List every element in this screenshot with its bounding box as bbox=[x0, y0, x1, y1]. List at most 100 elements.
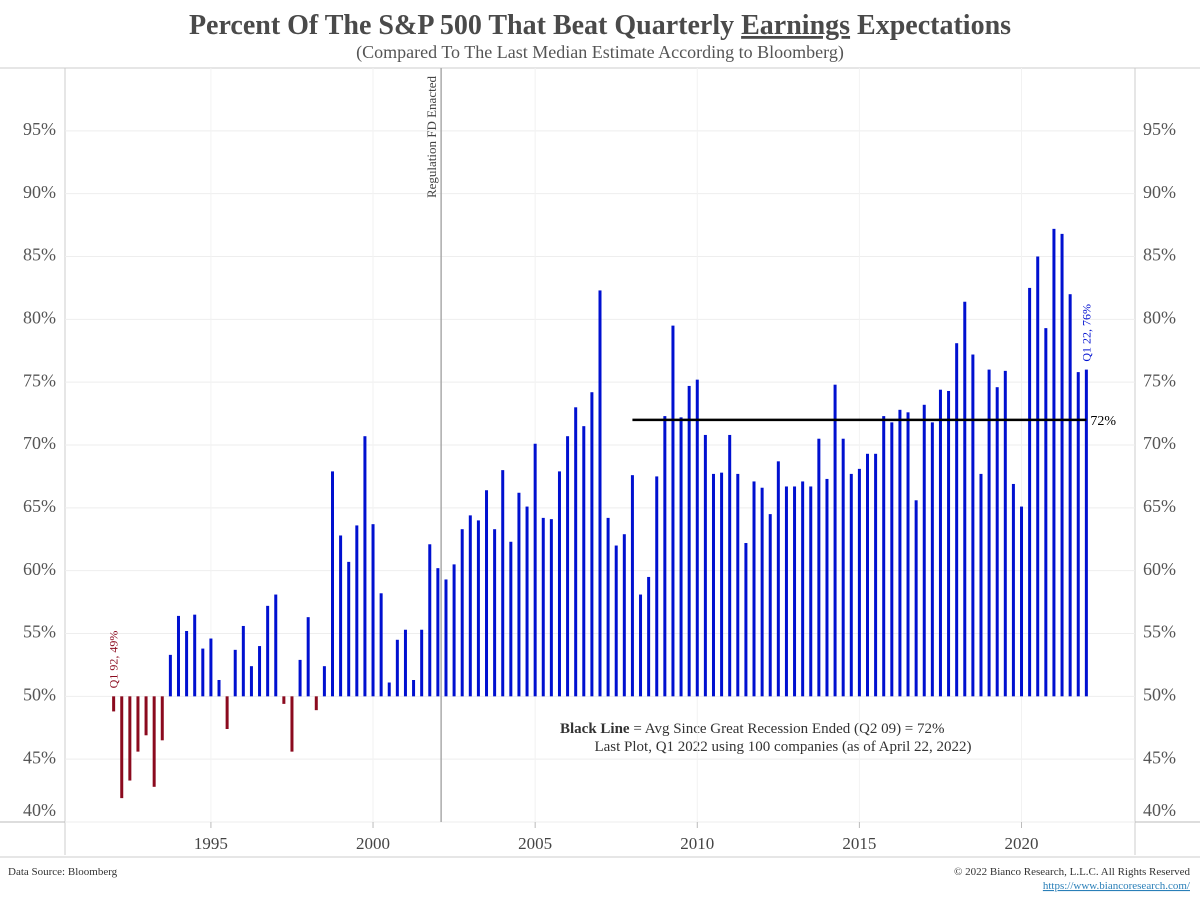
bar bbox=[849, 473, 853, 697]
bar bbox=[249, 666, 253, 697]
bar bbox=[452, 564, 456, 697]
bar bbox=[736, 473, 740, 697]
title-part: Percent Of The S&P 500 That Beat Quarter… bbox=[189, 10, 734, 41]
bar bbox=[112, 696, 116, 712]
bar bbox=[793, 486, 797, 697]
bar bbox=[663, 416, 667, 697]
bar bbox=[833, 384, 837, 697]
bar bbox=[1020, 506, 1024, 697]
bar bbox=[720, 472, 724, 697]
bar bbox=[493, 529, 497, 697]
event-label: Regulation FD Enacted bbox=[424, 76, 439, 199]
bar bbox=[306, 617, 310, 697]
bar bbox=[266, 605, 270, 697]
y2-tick-label: 60% bbox=[1143, 559, 1176, 579]
bar bbox=[566, 436, 570, 697]
y-tick-label: 55% bbox=[23, 622, 56, 642]
subtitle: (Compared To The Last Median Estimate Ac… bbox=[356, 42, 844, 63]
bar bbox=[776, 461, 780, 697]
y2-tick-label: 50% bbox=[1143, 684, 1176, 704]
bar bbox=[622, 534, 626, 697]
bar bbox=[614, 545, 618, 697]
bar bbox=[841, 438, 845, 697]
bar bbox=[987, 369, 991, 697]
bar bbox=[744, 543, 748, 697]
bar bbox=[168, 654, 172, 697]
bar bbox=[1084, 369, 1088, 697]
bar bbox=[711, 473, 715, 697]
bar bbox=[979, 473, 983, 697]
y-tick-label: 80% bbox=[23, 307, 56, 327]
bar bbox=[679, 417, 683, 697]
y2-tick-label: 55% bbox=[1143, 622, 1176, 642]
bar bbox=[412, 679, 416, 697]
bar bbox=[428, 544, 432, 697]
bar bbox=[355, 525, 359, 697]
bar bbox=[128, 696, 132, 781]
bar bbox=[955, 343, 959, 697]
bar bbox=[882, 416, 886, 697]
y-tick-label: 60% bbox=[23, 559, 56, 579]
bar bbox=[574, 407, 578, 697]
bar bbox=[1076, 372, 1080, 697]
bar bbox=[1052, 228, 1056, 697]
bar bbox=[963, 301, 967, 697]
bar bbox=[1028, 287, 1032, 697]
bar bbox=[322, 666, 326, 697]
bar bbox=[476, 520, 480, 697]
y-tick-label: 45% bbox=[23, 747, 56, 767]
source: Data Source: Bloomberg bbox=[8, 866, 118, 878]
url-link[interactable]: https://www.biancoresearch.com/ bbox=[1043, 880, 1191, 892]
bar bbox=[209, 638, 213, 697]
bar bbox=[922, 404, 926, 697]
bar bbox=[671, 325, 675, 697]
bar bbox=[914, 500, 918, 697]
bar bbox=[460, 529, 464, 697]
bar bbox=[395, 639, 399, 697]
x-tick-label: 2000 bbox=[356, 834, 390, 853]
x-tick-label: 2020 bbox=[1005, 834, 1039, 853]
bar bbox=[379, 593, 383, 697]
y-tick-label: 85% bbox=[23, 245, 56, 265]
bar bbox=[363, 436, 367, 697]
x-tick-label: 2005 bbox=[518, 834, 552, 853]
y2-tick-label: 85% bbox=[1143, 245, 1176, 265]
bar bbox=[1044, 328, 1048, 697]
bar bbox=[995, 387, 999, 697]
bar bbox=[703, 434, 707, 697]
bar bbox=[136, 696, 140, 752]
bar bbox=[436, 568, 440, 697]
bar bbox=[639, 594, 643, 697]
bar bbox=[695, 379, 699, 697]
bar bbox=[809, 486, 813, 697]
bar bbox=[331, 471, 334, 697]
bar bbox=[938, 389, 942, 697]
copyright: © 2022 Bianco Research, L.L.C. All Right… bbox=[954, 866, 1190, 878]
bar bbox=[947, 390, 951, 697]
bar bbox=[176, 615, 180, 697]
bar bbox=[655, 476, 659, 697]
bar bbox=[1068, 294, 1072, 697]
bar bbox=[314, 696, 318, 711]
bar bbox=[201, 648, 205, 697]
value-label: Q1 22, 76% bbox=[1079, 304, 1093, 362]
bar bbox=[784, 486, 788, 697]
y2-tick-label: 65% bbox=[1143, 496, 1176, 516]
bar bbox=[233, 649, 237, 697]
bar bbox=[298, 659, 302, 697]
bar bbox=[193, 614, 197, 697]
bar bbox=[768, 514, 772, 697]
bar bbox=[387, 682, 391, 697]
y-tick-label: 70% bbox=[23, 433, 56, 453]
bar bbox=[549, 519, 553, 697]
bar bbox=[557, 471, 561, 697]
bar bbox=[217, 679, 221, 697]
bar bbox=[120, 696, 124, 799]
y-tick-label: 75% bbox=[23, 370, 56, 390]
title-part: Expectations bbox=[857, 10, 1011, 41]
bar bbox=[225, 696, 229, 730]
title-part: Earnings bbox=[741, 10, 850, 41]
bar bbox=[971, 354, 975, 697]
value-label: Q1 92, 49% bbox=[107, 631, 121, 689]
